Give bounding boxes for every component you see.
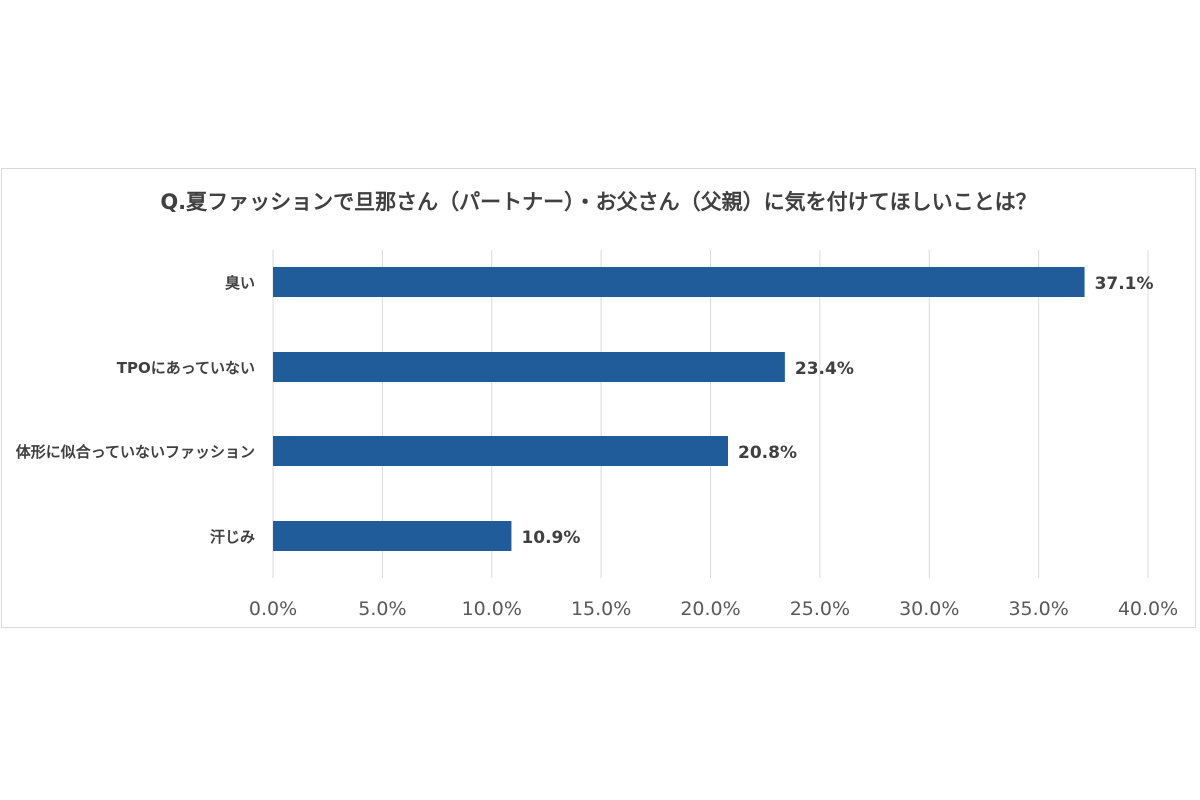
x-tick-label: 5.0% <box>358 598 406 620</box>
chart-title: Q.夏ファッションで旦那さん（パートナー）・お父さん（父親）に気を付けてほしいこ… <box>160 190 1037 214</box>
bar <box>273 521 512 551</box>
x-tick-label: 25.0% <box>790 598 850 620</box>
x-tick-label: 35.0% <box>1008 598 1068 620</box>
category-label: 臭い <box>225 274 255 292</box>
bar <box>273 267 1085 297</box>
category-label: 体形に似合っていないファッション <box>16 443 255 461</box>
category-label: TPOにあっていない <box>117 359 255 377</box>
data-label: 37.1% <box>1095 274 1154 294</box>
x-tick-label: 20.0% <box>680 598 740 620</box>
x-tick-label: 10.0% <box>462 598 522 620</box>
bar <box>273 352 785 382</box>
x-tick-label: 15.0% <box>571 598 631 620</box>
data-label: 23.4% <box>795 359 854 379</box>
data-label: 20.8% <box>738 443 797 463</box>
bar <box>273 436 728 466</box>
x-tick-label: 0.0% <box>249 598 297 620</box>
x-tick-label: 40.0% <box>1118 598 1178 620</box>
chart-frame: Q.夏ファッションで旦那さん（パートナー）・お父さん（父親）に気を付けてほしいこ… <box>1 168 1196 628</box>
category-label: 汗じみ <box>210 528 255 546</box>
x-tick-label: 30.0% <box>899 598 959 620</box>
data-label: 10.9% <box>521 528 580 548</box>
